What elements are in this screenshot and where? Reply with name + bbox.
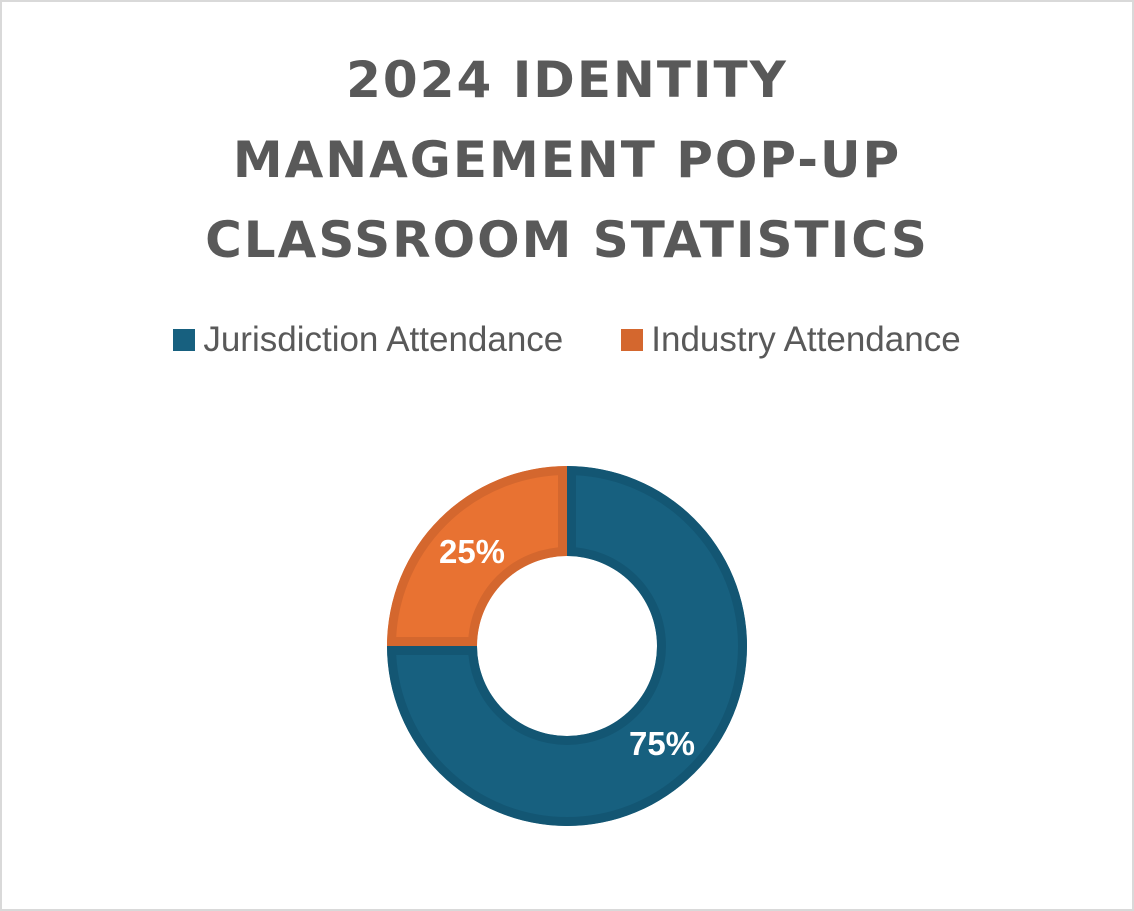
chart-legend: Jurisdiction Attendance Industry Attenda…: [0, 320, 1134, 360]
legend-item-jurisdiction: Jurisdiction Attendance: [173, 320, 563, 360]
chart-title-line-1: 2024 IDENTITY: [346, 51, 788, 109]
legend-item-industry: Industry Attendance: [621, 320, 961, 360]
legend-swatch-jurisdiction: [173, 329, 196, 351]
legend-label-jurisdiction: Jurisdiction Attendance: [203, 320, 564, 359]
chart-title: 2024 IDENTITY MANAGEMENT POP-UP CLASSROO…: [0, 40, 1134, 280]
chart-title-line-3: CLASSROOM STATISTICS: [205, 211, 929, 269]
legend-label-industry: Industry Attendance: [651, 320, 961, 359]
legend-swatch-industry: [621, 329, 644, 351]
chart-title-line-2: MANAGEMENT POP-UP: [232, 131, 902, 189]
data-label-jurisdiction: 75%: [629, 725, 695, 762]
data-label-industry: 25%: [439, 533, 505, 570]
